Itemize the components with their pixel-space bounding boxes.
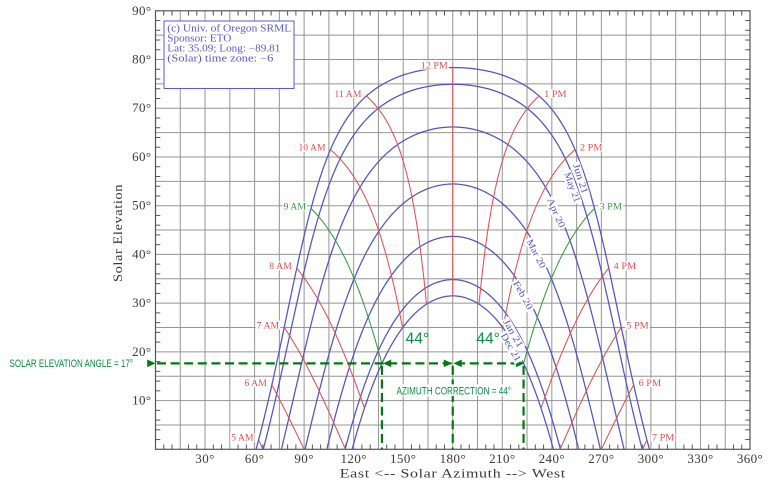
- svg-text:10 AM: 10 AM: [299, 144, 326, 154]
- svg-text:7 PM: 7 PM: [652, 434, 675, 444]
- svg-text:60°: 60°: [132, 149, 151, 164]
- svg-text:3 PM: 3 PM: [600, 203, 623, 213]
- svg-text:30°: 30°: [195, 451, 214, 466]
- svg-text:7 AM: 7 AM: [257, 321, 280, 331]
- svg-text:SOLAR ELEVATION ANGLE = 17°: SOLAR ELEVATION ANGLE = 17°: [10, 358, 134, 370]
- svg-text:330°: 330°: [687, 451, 713, 466]
- svg-text:90°: 90°: [294, 451, 313, 466]
- svg-text:120°: 120°: [341, 451, 367, 466]
- svg-text:300°: 300°: [638, 451, 664, 466]
- svg-text:210°: 210°: [489, 451, 515, 466]
- svg-text:80°: 80°: [132, 52, 151, 67]
- svg-text:30°: 30°: [132, 295, 151, 310]
- svg-text:(Solar) time zone: −6: (Solar) time zone: −6: [167, 54, 273, 65]
- svg-text:Solar Elevation: Solar Elevation: [110, 184, 125, 282]
- svg-text:150°: 150°: [390, 451, 416, 466]
- svg-text:6 PM: 6 PM: [639, 379, 662, 389]
- svg-text:60°: 60°: [245, 451, 264, 466]
- svg-text:180°: 180°: [440, 451, 466, 466]
- svg-text:Lat: 35.09; Long: −89.81: Lat: 35.09; Long: −89.81: [167, 44, 280, 55]
- svg-text:90°: 90°: [132, 3, 151, 18]
- svg-text:240°: 240°: [539, 451, 565, 466]
- svg-text:8 AM: 8 AM: [269, 262, 292, 272]
- svg-text:11 AM: 11 AM: [334, 90, 361, 100]
- svg-text:44°: 44°: [476, 331, 499, 348]
- svg-text:20°: 20°: [132, 344, 151, 359]
- svg-text:12 PM: 12 PM: [421, 62, 448, 72]
- svg-text:East <-- Solar Azimuth --> Wes: East <-- Solar Azimuth --> West: [340, 466, 566, 481]
- svg-text:10°: 10°: [132, 393, 151, 408]
- svg-text:270°: 270°: [588, 451, 614, 466]
- svg-text:5 PM: 5 PM: [626, 321, 649, 331]
- svg-text:50°: 50°: [132, 198, 151, 213]
- svg-text:360°: 360°: [737, 451, 763, 466]
- svg-text:4 PM: 4 PM: [614, 262, 637, 272]
- svg-text:(c) Univ. of Oregon SRML: (c) Univ. of Oregon SRML: [167, 23, 291, 34]
- svg-text:70°: 70°: [132, 100, 151, 115]
- svg-text:44°: 44°: [406, 331, 429, 348]
- svg-text:6 AM: 6 AM: [244, 379, 267, 389]
- svg-text:5 AM: 5 AM: [231, 434, 254, 444]
- svg-text:9 AM: 9 AM: [284, 203, 307, 213]
- svg-text:2 PM: 2 PM: [580, 144, 603, 154]
- svg-text:1 PM: 1 PM: [544, 90, 567, 100]
- svg-text:Sponsor: ETO: Sponsor: ETO: [167, 33, 232, 44]
- svg-text:AZIMUTH CORRECTION = 44°: AZIMUTH CORRECTION = 44°: [397, 386, 512, 398]
- svg-text:40°: 40°: [132, 246, 151, 261]
